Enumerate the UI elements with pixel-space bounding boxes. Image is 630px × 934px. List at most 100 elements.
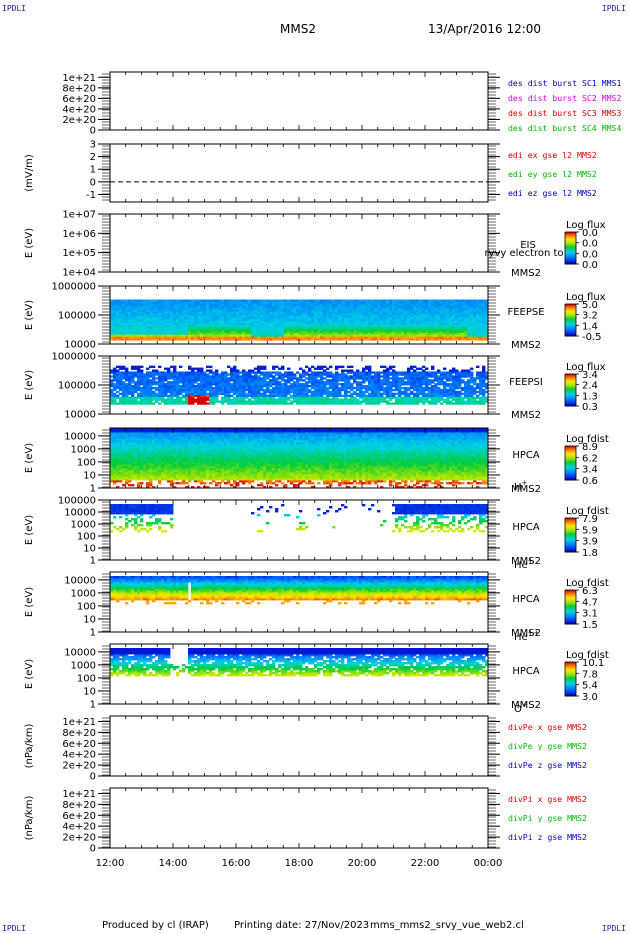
- heatmap-cell: [224, 318, 228, 322]
- heatmap-cell: [134, 388, 138, 392]
- heatmap-cell: [458, 324, 462, 327]
- heatmap-cell: [401, 318, 405, 322]
- heatmap-cell: [329, 318, 333, 322]
- heatmap-cell: [452, 326, 456, 329]
- heatmap-cell: [257, 309, 261, 312]
- heatmap-cell: [476, 324, 480, 327]
- heatmap-cell: [473, 328, 477, 331]
- heatmap-cell: [458, 318, 462, 322]
- heatmap-cell: [479, 311, 483, 314]
- heatmap-cell: [200, 396, 204, 399]
- heatmap-cell: [482, 322, 486, 326]
- y-tick-label: -1: [86, 190, 96, 201]
- heatmap-cell: [263, 367, 267, 370]
- heatmap-cell: [404, 338, 408, 341]
- heatmap-cell: [239, 324, 243, 327]
- heatmap-cell: [263, 326, 267, 329]
- heatmap-cell: [233, 390, 237, 394]
- heatmap-cell: [146, 305, 150, 308]
- heatmap-cell: [131, 299, 135, 302]
- heatmap-cell: [428, 324, 432, 327]
- heatmap-cell: [221, 390, 225, 394]
- heatmap-cell: [227, 334, 231, 337]
- heatmap-cell: [149, 330, 153, 333]
- heatmap-cell: [467, 313, 471, 316]
- heatmap-cell: [293, 324, 297, 327]
- heatmap-cell: [275, 330, 279, 333]
- heatmap-cell: [260, 309, 264, 312]
- heatmap-cell: [176, 398, 180, 401]
- heatmap-cell: [395, 307, 399, 310]
- heatmap-cell: [110, 303, 114, 306]
- heatmap-cell: [233, 328, 237, 331]
- heatmap-cell: [212, 330, 216, 333]
- heatmap-cell: [449, 332, 453, 335]
- colorbar-segment: [565, 238, 576, 240]
- heatmap-cell: [194, 400, 198, 403]
- heatmap-cell: [113, 373, 117, 376]
- heatmap-cell: [437, 303, 441, 306]
- heatmap-cell: [440, 324, 444, 327]
- heatmap-cell: [470, 338, 474, 341]
- heatmap-cell: [467, 336, 471, 339]
- heatmap-cell: [374, 328, 378, 331]
- heatmap-cell: [422, 318, 426, 322]
- heatmap-cell: [266, 322, 270, 326]
- heatmap-cell: [350, 324, 354, 327]
- heatmap-cell: [233, 375, 237, 378]
- heatmap-cell: [239, 388, 243, 392]
- heatmap-cell: [278, 330, 282, 333]
- heatmap-cell: [338, 322, 342, 326]
- heatmap-cell: [368, 324, 372, 327]
- heatmap-cell: [188, 316, 192, 320]
- heatmap-cell: [302, 318, 306, 322]
- heatmap-cell: [230, 398, 234, 401]
- heatmap-cell: [188, 307, 192, 310]
- heatmap-cell: [413, 324, 417, 327]
- heatmap-cell: [383, 307, 387, 310]
- heatmap-cell: [128, 396, 132, 399]
- heatmap-cell: [440, 332, 444, 335]
- heatmap-cell: [443, 299, 447, 302]
- heatmap-cell: [329, 307, 333, 310]
- heatmap-cell: [152, 402, 156, 405]
- heatmap-cell: [284, 318, 288, 322]
- heatmap-cell: [242, 299, 246, 302]
- heatmap-cell: [230, 336, 234, 339]
- heatmap-cell: [260, 316, 264, 320]
- heatmap-cell: [182, 301, 186, 304]
- heatmap-cell: [161, 315, 165, 318]
- heatmap-cell: [182, 386, 186, 390]
- heatmap-cell: [461, 318, 465, 322]
- heatmap-cell: [455, 328, 459, 331]
- heatmap-cell: [398, 332, 402, 335]
- heatmap-cell: [218, 307, 222, 310]
- heatmap-cell: [266, 388, 270, 392]
- heatmap-cell: [359, 381, 363, 384]
- heatmap-cell: [290, 307, 294, 310]
- heatmap-cell: [281, 307, 285, 310]
- heatmap-cell: [362, 322, 366, 326]
- colorbar-segment: [565, 248, 576, 251]
- heatmap-cell: [425, 336, 429, 339]
- heatmap-cell: [437, 336, 441, 339]
- heatmap-cell: [482, 315, 486, 318]
- heatmap-cell: [359, 324, 363, 327]
- heatmap-cell: [167, 318, 171, 322]
- heatmap-cell: [314, 338, 318, 341]
- heatmap-cell: [302, 324, 306, 327]
- heatmap-cell: [284, 322, 288, 326]
- heatmap-cell: [191, 379, 195, 382]
- heatmap-cell: [194, 316, 198, 320]
- heatmap-cell: [398, 305, 402, 308]
- heatmap-cell: [113, 398, 117, 401]
- heatmap-cell: [425, 334, 429, 337]
- heatmap-cell: [161, 299, 165, 302]
- heatmap-cell: [245, 315, 249, 318]
- heatmap-cell: [419, 305, 423, 308]
- heatmap-cell: [473, 332, 477, 335]
- heatmap-cell: [122, 388, 126, 392]
- heatmap-cell: [296, 326, 300, 329]
- heatmap-cell: [290, 371, 294, 374]
- heatmap-cell: [461, 301, 465, 304]
